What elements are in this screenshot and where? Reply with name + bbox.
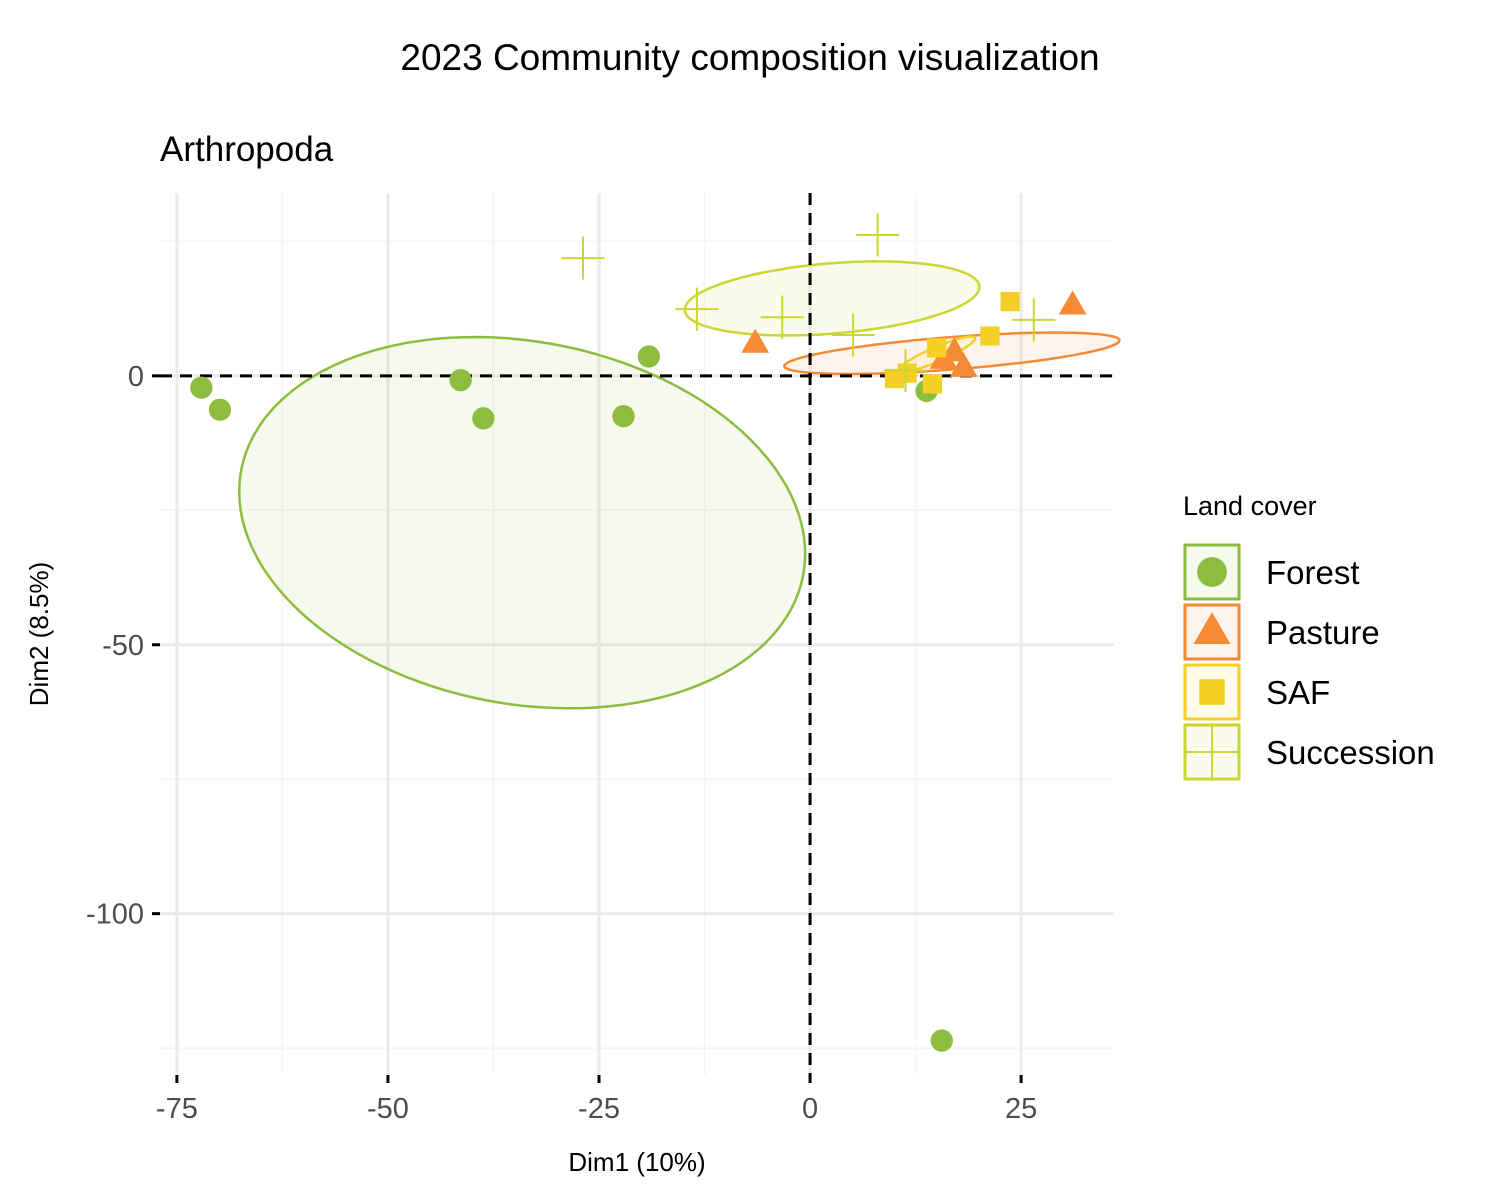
point-succession	[561, 236, 605, 280]
legend: Land cover Forest Pasture SAF Succession	[1183, 491, 1435, 781]
point-succession	[1012, 298, 1056, 342]
point-saf	[927, 338, 947, 358]
legend-item-forest: Forest	[1183, 543, 1360, 601]
ellipse-succession	[683, 260, 981, 337]
point-saf	[922, 374, 943, 394]
x-tick-label: 25	[1005, 1093, 1037, 1125]
legend-label: Succession	[1266, 734, 1435, 771]
point-forest	[612, 405, 635, 428]
legend-key-symbol	[1183, 723, 1241, 781]
legend-item-succession: Succession	[1183, 723, 1435, 781]
legend-label: Forest	[1266, 554, 1360, 591]
y-tick-label: -100	[86, 899, 144, 931]
point-succession	[831, 313, 875, 357]
y-axis-title: Dim2 (8.5%)	[24, 562, 54, 706]
point-succession	[675, 287, 719, 331]
point-pasture	[1058, 290, 1087, 315]
legend-key-symbol	[1199, 679, 1225, 705]
point-succession	[760, 295, 804, 339]
data-points	[190, 213, 1087, 1052]
point-saf	[980, 326, 1000, 346]
x-tick-label: -75	[156, 1093, 198, 1125]
point-saf	[1000, 292, 1020, 312]
x-tick-label: 0	[802, 1093, 818, 1125]
point-forest	[637, 345, 660, 368]
grid-lines	[160, 193, 1114, 1075]
x-axis-title: Dim1 (10%)	[568, 1147, 705, 1177]
legend-label: SAF	[1266, 674, 1330, 711]
point-forest	[208, 398, 232, 421]
chart-title: 2023 Community composition visualization	[400, 37, 1099, 78]
legend-key-symbol	[1193, 612, 1231, 645]
legend-label: Pasture	[1266, 614, 1380, 651]
ellipse-forest	[237, 335, 807, 710]
legend-key-symbol	[1197, 557, 1227, 587]
legend-title: Land cover	[1183, 491, 1317, 521]
point-forest	[449, 368, 472, 392]
point-pasture	[940, 337, 969, 362]
point-forest	[190, 376, 213, 399]
point-saf	[897, 363, 917, 383]
point-forest	[930, 1029, 953, 1052]
y-tick-label: 0	[128, 361, 144, 393]
y-tick-label: -50	[102, 630, 144, 662]
legend-item-pasture: Pasture	[1183, 603, 1380, 661]
legend-item-saf: SAF	[1183, 663, 1330, 721]
x-tick-label: -25	[578, 1093, 620, 1125]
axes: -75 -50 -25 0 25 0 -50 -100	[86, 361, 1037, 1125]
point-pasture	[949, 352, 978, 377]
reference-lines	[160, 193, 1114, 1075]
x-tick-label: -50	[367, 1093, 409, 1125]
chart-subtitle: Arthropoda	[160, 130, 334, 169]
point-succession	[856, 213, 900, 257]
point-succession	[883, 348, 928, 393]
point-forest	[472, 407, 495, 430]
point-pasture	[741, 328, 770, 353]
